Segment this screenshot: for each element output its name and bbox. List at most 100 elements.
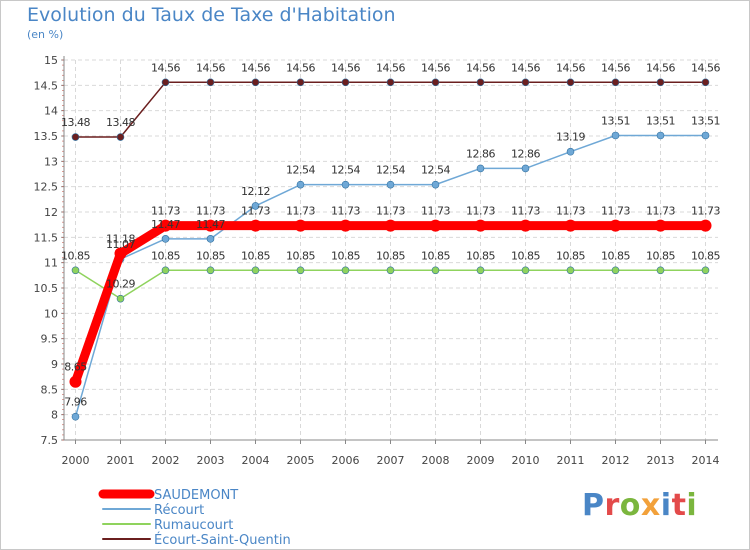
data-label-rumaucourt: 10.85: [61, 249, 90, 262]
x-tick-label: 2003: [197, 454, 225, 467]
data-label-r-court: 12.54: [421, 164, 450, 177]
data-label-rumaucourt: 10.29: [106, 278, 135, 291]
y-tick-label: 10: [44, 307, 58, 320]
y-tick-label: 8: [51, 409, 58, 422]
data-point-r-court: [71, 412, 80, 421]
data-point-r-court: [386, 180, 395, 189]
x-tick-label: 2014: [692, 454, 720, 467]
data-point-rumaucourt: [476, 266, 485, 275]
data-label-r-court: 12.54: [286, 164, 315, 177]
data-label-rumaucourt: 10.85: [556, 249, 585, 262]
logo-letter: r: [604, 488, 620, 523]
data-point-r-court: [611, 131, 620, 140]
data-label-r-court: 11.47: [196, 218, 225, 231]
legend-label--court-saint-quentin: Écourt-Saint-Quentin: [154, 532, 291, 548]
data-point-r-court: [431, 180, 440, 189]
y-tick-label: 9: [51, 358, 58, 371]
x-tick-label: 2009: [467, 454, 495, 467]
data-point-rumaucourt: [656, 266, 665, 275]
data-label-rumaucourt: 10.85: [646, 249, 675, 262]
data-label--court-saint-quentin: 14.56: [376, 61, 405, 74]
y-tick-label: 12.5: [34, 181, 59, 194]
data-label-saudemont: 11.73: [511, 205, 540, 218]
data-label--court-saint-quentin: 14.56: [241, 61, 270, 74]
data-point-r-court: [161, 235, 170, 243]
data-point-saudemont: [429, 219, 442, 232]
data-label-rumaucourt: 10.85: [196, 249, 225, 262]
logo-letter: t: [671, 488, 687, 523]
data-label-r-court: 13.51: [691, 114, 720, 127]
data-label-saudemont: 11.73: [466, 205, 495, 218]
data-point--court-saint-quentin: [656, 78, 665, 87]
series-line-r-court: [74, 134, 707, 418]
data-label--court-saint-quentin: 14.56: [421, 61, 450, 74]
data-point-rumaucourt: [116, 294, 125, 303]
data-point--court-saint-quentin: [341, 78, 350, 87]
x-tick-label: 2007: [377, 454, 405, 467]
data-label-rumaucourt: 10.85: [286, 249, 315, 262]
data-point-r-court: [701, 131, 710, 140]
data-point-saudemont: [519, 219, 532, 232]
proxiti-logo: Proxiti: [582, 488, 697, 523]
data-label--court-saint-quentin: 14.56: [331, 61, 360, 74]
data-point-saudemont: [654, 219, 667, 232]
data-label-saudemont: 11.73: [196, 205, 225, 218]
logo-letter: o: [619, 488, 641, 523]
data-point-rumaucourt: [611, 266, 620, 275]
data-label-r-court: 12.54: [331, 164, 360, 177]
data-label-saudemont: 11.73: [601, 205, 630, 218]
y-tick-label: 14: [44, 105, 58, 118]
data-point--court-saint-quentin: [521, 78, 530, 87]
x-tick-label: 2005: [287, 454, 315, 467]
legend-label-rumaucourt: Rumaucourt: [154, 518, 233, 533]
y-tick-label: 7.5: [41, 434, 59, 447]
data-point-r-court: [566, 147, 575, 156]
data-point-saudemont: [609, 219, 622, 232]
data-point-rumaucourt: [341, 266, 350, 275]
data-point-rumaucourt: [296, 266, 305, 275]
data-label-saudemont: 11.73: [376, 205, 405, 218]
data-point-saudemont: [204, 219, 217, 232]
data-point-rumaucourt: [206, 266, 215, 275]
data-point-r-court: [521, 164, 530, 173]
data-label-rumaucourt: 10.85: [691, 249, 720, 262]
data-label--court-saint-quentin: 14.56: [601, 61, 630, 74]
logo-letter: P: [582, 488, 605, 523]
x-tick-label: 2001: [107, 454, 135, 467]
data-label-r-court: 11.47: [151, 218, 180, 231]
data-label--court-saint-quentin: 14.56: [691, 61, 720, 74]
data-point-saudemont: [474, 219, 487, 232]
data-label-r-court: 13.51: [601, 114, 630, 127]
data-label-saudemont: 11.73: [421, 205, 450, 218]
data-point-saudemont: [294, 219, 307, 232]
y-tick-label: 11.5: [34, 231, 59, 244]
y-tick-label: 15: [44, 54, 58, 67]
data-label-rumaucourt: 10.85: [601, 249, 630, 262]
data-label-rumaucourt: 10.85: [331, 249, 360, 262]
data-label-r-court: 13.51: [646, 114, 675, 127]
y-tick-label: 14.5: [34, 79, 59, 92]
logo-letter: i: [686, 488, 698, 523]
data-point--court-saint-quentin: [71, 133, 80, 141]
data-point--court-saint-quentin: [251, 78, 260, 87]
data-label-rumaucourt: 10.85: [466, 249, 495, 262]
data-point-r-court: [296, 180, 305, 189]
data-label-r-court: 13.19: [556, 131, 585, 144]
data-label-saudemont: 11.73: [646, 205, 675, 218]
legend-label-saudemont: SAUDEMONT: [154, 488, 238, 503]
y-tick-label: 13: [44, 155, 58, 168]
data-label-saudemont: 11.18: [106, 233, 135, 246]
data-point-rumaucourt: [386, 266, 395, 275]
data-label-rumaucourt: 10.85: [241, 249, 270, 262]
data-point-rumaucourt: [251, 266, 260, 275]
data-point-rumaucourt: [71, 266, 80, 275]
data-label-r-court: 12.12: [241, 185, 270, 198]
data-point-saudemont: [564, 219, 577, 232]
chart-title: Evolution du Taux de Taxe d'Habitation: [27, 4, 396, 26]
data-label-rumaucourt: 10.85: [421, 249, 450, 262]
x-tick-label: 2011: [557, 454, 585, 467]
data-point-r-court: [656, 131, 665, 140]
x-tick-label: 2000: [62, 454, 90, 467]
x-tick-label: 2012: [602, 454, 630, 467]
